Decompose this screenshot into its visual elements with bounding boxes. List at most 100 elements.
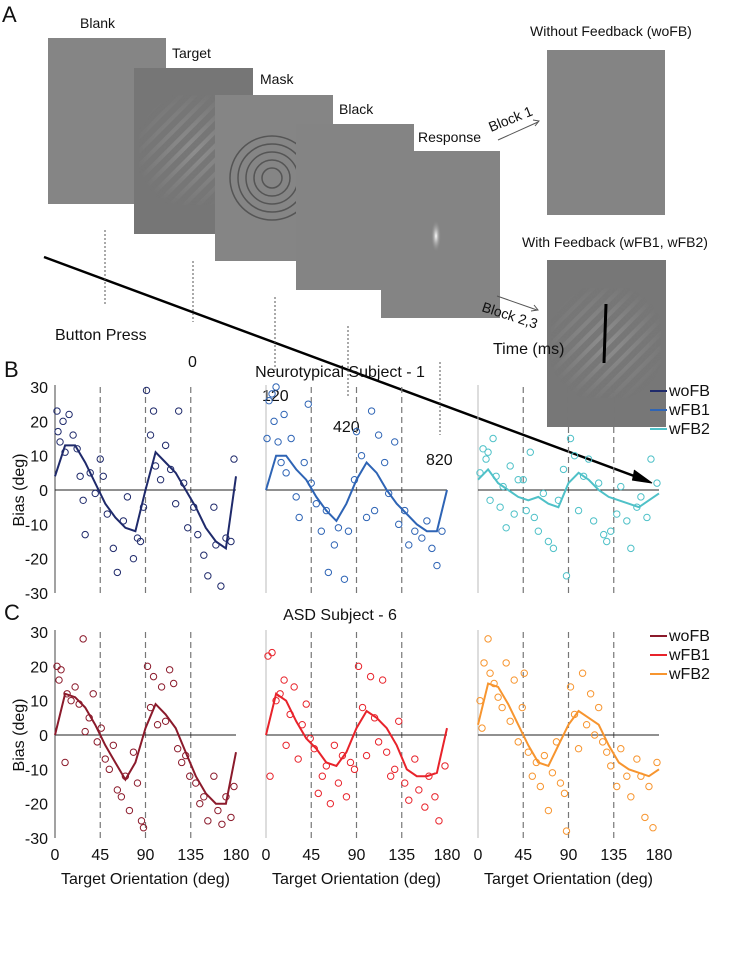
data-point bbox=[99, 472, 107, 480]
data-point bbox=[433, 561, 441, 570]
data-point bbox=[653, 479, 661, 487]
legend-label: wFB2 bbox=[668, 666, 710, 683]
data-point bbox=[484, 635, 492, 643]
data-point bbox=[280, 410, 288, 419]
data-point bbox=[101, 755, 109, 763]
panel-a: A Blank Target Mask Black Response Witho… bbox=[2, 2, 708, 484]
data-point bbox=[157, 683, 166, 691]
data-point bbox=[435, 817, 443, 825]
label-without-feedback: Without Feedback (woFB) bbox=[530, 23, 692, 39]
data-point bbox=[514, 738, 522, 746]
data-point bbox=[362, 751, 371, 760]
data-point bbox=[287, 434, 295, 443]
y-tick-label: 10 bbox=[30, 449, 48, 466]
x-tick-label: 135 bbox=[388, 847, 415, 864]
data-point bbox=[526, 448, 534, 456]
y-tick-label: -30 bbox=[25, 831, 48, 848]
data-point bbox=[613, 510, 621, 518]
data-point bbox=[57, 666, 65, 674]
timeline-axis bbox=[43, 255, 646, 482]
data-point bbox=[598, 738, 607, 746]
x-axis-label: Target Orientation (deg) bbox=[61, 871, 230, 888]
x-tick-label: 180 bbox=[223, 847, 250, 864]
data-point bbox=[607, 762, 615, 770]
label-blank: Blank bbox=[80, 15, 116, 31]
data-point bbox=[334, 779, 343, 787]
legend-label: woFB bbox=[668, 383, 710, 400]
data-point bbox=[562, 827, 571, 835]
data-point bbox=[370, 506, 379, 515]
data-point bbox=[499, 482, 507, 491]
data-point bbox=[438, 527, 446, 535]
data-point bbox=[274, 438, 282, 446]
data-point bbox=[304, 400, 312, 408]
data-point bbox=[266, 772, 274, 780]
subplot-c-wFB2: 0 45 90 135 180 Target Orientation (deg) wFB2 bbox=[474, 630, 710, 888]
data-point bbox=[418, 534, 426, 542]
data-point bbox=[268, 648, 276, 657]
data-point bbox=[357, 451, 366, 460]
data-point bbox=[125, 806, 134, 815]
y-tick-label: 0 bbox=[39, 728, 48, 745]
data-point bbox=[395, 520, 403, 529]
data-point bbox=[548, 769, 557, 777]
data-point bbox=[544, 806, 553, 815]
data-point bbox=[579, 472, 588, 480]
smoothed-bias-line bbox=[265, 454, 448, 533]
smoothed-bias-line bbox=[54, 444, 237, 551]
data-point bbox=[59, 417, 67, 426]
data-point bbox=[649, 824, 657, 832]
data-point bbox=[61, 758, 69, 767]
data-point bbox=[178, 758, 186, 767]
data-point bbox=[623, 517, 631, 525]
data-point bbox=[282, 741, 290, 749]
data-point bbox=[428, 544, 436, 553]
data-point bbox=[63, 690, 71, 698]
data-point bbox=[136, 537, 145, 546]
data-point bbox=[89, 690, 97, 698]
data-point bbox=[627, 544, 635, 553]
data-point bbox=[374, 431, 383, 439]
data-point bbox=[530, 513, 539, 522]
data-point bbox=[603, 537, 611, 546]
data-point bbox=[342, 793, 351, 801]
data-point bbox=[268, 390, 276, 398]
data-point bbox=[362, 513, 371, 522]
legend-label: wFB2 bbox=[668, 421, 710, 438]
data-point bbox=[123, 493, 132, 501]
data-point bbox=[566, 434, 575, 443]
panel-label-c: C bbox=[4, 600, 20, 625]
subplot-c-wFB1: 0 45 90 135 180 Target Orientation (deg) wFB1 bbox=[262, 630, 710, 888]
data-point bbox=[166, 465, 175, 474]
data-point bbox=[556, 779, 565, 787]
data-point bbox=[613, 782, 621, 791]
data-point bbox=[217, 582, 225, 590]
data-point bbox=[441, 762, 449, 770]
timeline-arrowhead bbox=[631, 469, 653, 484]
data-point bbox=[119, 517, 128, 525]
data-point bbox=[486, 496, 494, 504]
screen-without-feedback bbox=[547, 50, 665, 215]
data-point bbox=[317, 527, 326, 535]
data-point bbox=[65, 410, 73, 419]
data-point bbox=[423, 517, 431, 525]
smoothed-bias-line bbox=[54, 692, 237, 805]
y-tick-label: -10 bbox=[25, 762, 48, 779]
data-point bbox=[76, 472, 84, 480]
data-point bbox=[326, 799, 335, 808]
data-point bbox=[549, 544, 558, 553]
data-point bbox=[153, 721, 162, 729]
data-point bbox=[415, 786, 423, 794]
data-point bbox=[129, 554, 138, 563]
data-point bbox=[352, 427, 361, 436]
data-point bbox=[627, 793, 635, 801]
data-point bbox=[161, 441, 170, 450]
data-point bbox=[645, 782, 653, 791]
y-axis-label: Bias (deg) bbox=[11, 699, 28, 772]
data-point bbox=[590, 731, 599, 739]
y-tick-label: 0 bbox=[39, 483, 48, 500]
panel-label-a: A bbox=[2, 2, 17, 27]
data-point bbox=[478, 724, 486, 732]
data-point bbox=[186, 772, 194, 780]
